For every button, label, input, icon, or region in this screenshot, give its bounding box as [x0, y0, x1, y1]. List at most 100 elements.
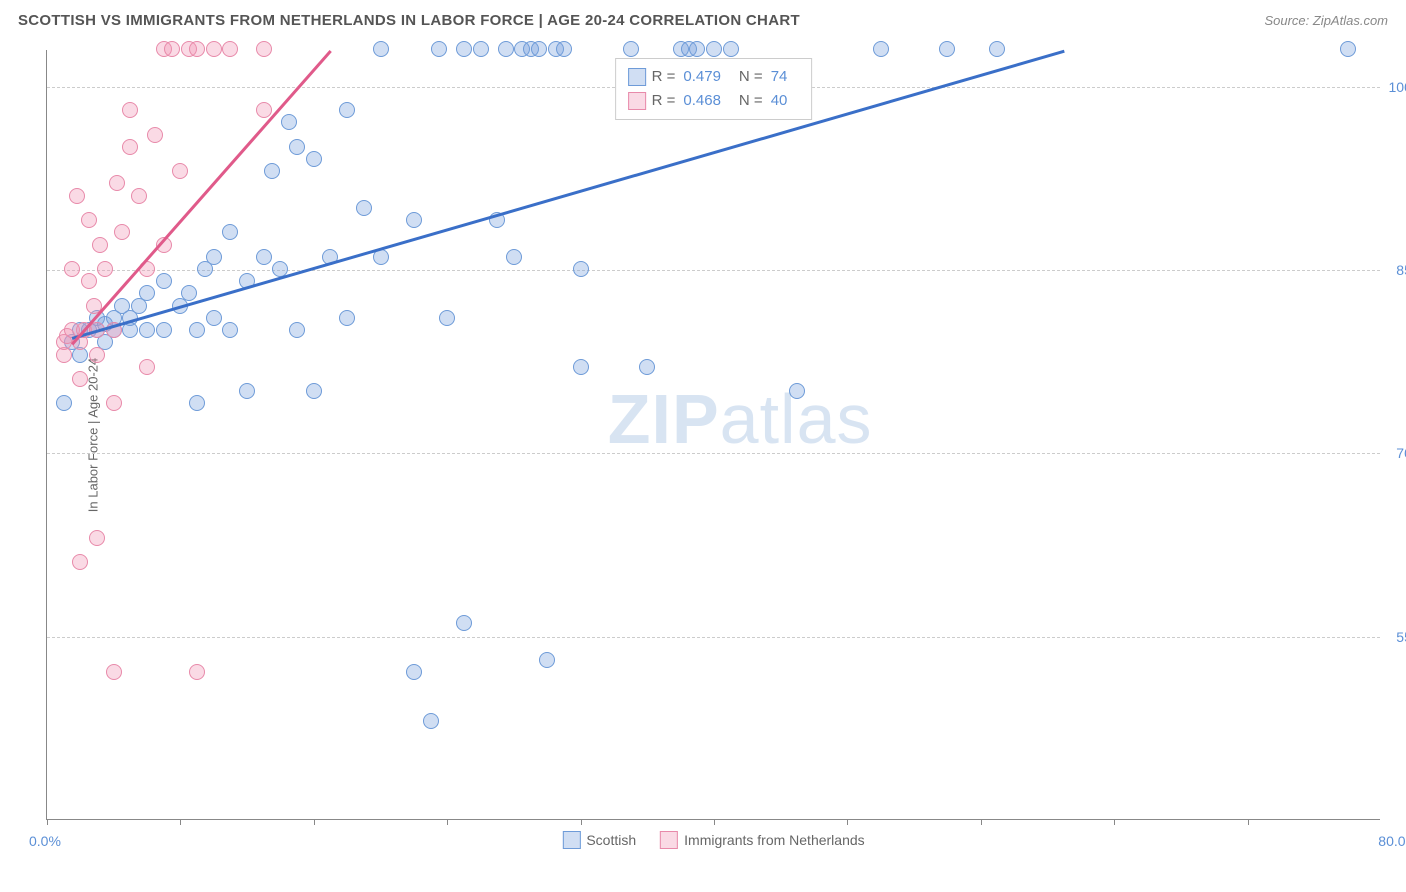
x-tick: [447, 819, 448, 825]
data-point: [189, 395, 205, 411]
data-point: [456, 41, 472, 57]
data-point: [339, 310, 355, 326]
data-point: [139, 359, 155, 375]
data-point: [147, 127, 163, 143]
data-point: [556, 41, 572, 57]
data-point: [189, 664, 205, 680]
series-label: Scottish: [586, 832, 636, 848]
data-point: [264, 163, 280, 179]
data-point: [289, 322, 305, 338]
n-value: 74: [771, 65, 788, 89]
data-point: [206, 310, 222, 326]
data-point: [306, 383, 322, 399]
r-value: 0.468: [683, 89, 721, 113]
stats-legend-row: R = 0.479 N = 74: [628, 65, 800, 89]
series-legend-item: Immigrants from Netherlands: [660, 831, 865, 849]
series-legend: Scottish Immigrants from Netherlands: [562, 831, 864, 849]
x-tick: [714, 819, 715, 825]
data-point: [239, 383, 255, 399]
data-point: [222, 41, 238, 57]
r-label: R =: [652, 89, 676, 113]
data-point: [256, 249, 272, 265]
data-point: [256, 41, 272, 57]
data-point: [289, 139, 305, 155]
x-axis-max-label: 80.0%: [1378, 833, 1406, 849]
trend-line: [72, 50, 1065, 340]
data-point: [172, 163, 188, 179]
r-value: 0.479: [683, 65, 721, 89]
chart-title: SCOTTISH VS IMMIGRANTS FROM NETHERLANDS …: [18, 12, 800, 29]
legend-swatch-icon: [628, 68, 646, 86]
data-point: [373, 41, 389, 57]
y-tick-label: 100.0%: [1389, 79, 1406, 95]
data-point: [72, 371, 88, 387]
chart-container: In Labor Force | Age 20-24 ZIPatlas R = …: [46, 50, 1380, 820]
data-point: [473, 41, 489, 57]
x-tick: [47, 819, 48, 825]
data-point: [122, 139, 138, 155]
y-tick-label: 85.0%: [1396, 262, 1406, 278]
data-point: [97, 261, 113, 277]
x-tick: [314, 819, 315, 825]
data-point: [256, 102, 272, 118]
r-label: R =: [652, 65, 676, 89]
n-value: 40: [771, 89, 788, 113]
gridline: [47, 270, 1380, 271]
chart-header: SCOTTISH VS IMMIGRANTS FROM NETHERLANDS …: [0, 0, 1406, 37]
n-label: N =: [739, 89, 763, 113]
data-point: [531, 41, 547, 57]
data-point: [109, 175, 125, 191]
legend-swatch-icon: [562, 831, 580, 849]
watermark: ZIPatlas: [608, 379, 873, 459]
x-tick: [180, 819, 181, 825]
data-point: [723, 41, 739, 57]
data-point: [89, 530, 105, 546]
data-point: [106, 664, 122, 680]
data-point: [222, 224, 238, 240]
data-point: [81, 212, 97, 228]
n-label: N =: [739, 65, 763, 89]
data-point: [181, 285, 197, 301]
data-point: [356, 200, 372, 216]
data-point: [64, 261, 80, 277]
y-tick-label: 70.0%: [1396, 445, 1406, 461]
data-point: [114, 224, 130, 240]
x-tick: [1114, 819, 1115, 825]
data-point: [131, 188, 147, 204]
data-point: [423, 713, 439, 729]
x-tick: [981, 819, 982, 825]
data-point: [122, 102, 138, 118]
plot-area: ZIPatlas R = 0.479 N = 74 R = 0.468 N = …: [46, 50, 1380, 820]
x-axis-min-label: 0.0%: [29, 833, 61, 849]
legend-swatch-icon: [628, 92, 646, 110]
data-point: [69, 188, 85, 204]
data-point: [89, 347, 105, 363]
data-point: [81, 273, 97, 289]
data-point: [156, 273, 172, 289]
data-point: [281, 114, 297, 130]
gridline: [47, 637, 1380, 638]
data-point: [439, 310, 455, 326]
data-point: [506, 249, 522, 265]
gridline: [47, 453, 1380, 454]
data-point: [573, 261, 589, 277]
legend-swatch-icon: [660, 831, 678, 849]
data-point: [72, 554, 88, 570]
data-point: [189, 322, 205, 338]
chart-source: Source: ZipAtlas.com: [1264, 13, 1388, 28]
data-point: [431, 41, 447, 57]
data-point: [406, 212, 422, 228]
data-point: [498, 41, 514, 57]
y-tick-label: 55.0%: [1396, 629, 1406, 645]
x-tick: [581, 819, 582, 825]
stats-legend: R = 0.479 N = 74 R = 0.468 N = 40: [615, 58, 813, 120]
data-point: [206, 41, 222, 57]
data-point: [873, 41, 889, 57]
data-point: [56, 395, 72, 411]
data-point: [206, 249, 222, 265]
data-point: [706, 41, 722, 57]
data-point: [189, 41, 205, 57]
data-point: [573, 359, 589, 375]
data-point: [339, 102, 355, 118]
data-point: [989, 41, 1005, 57]
